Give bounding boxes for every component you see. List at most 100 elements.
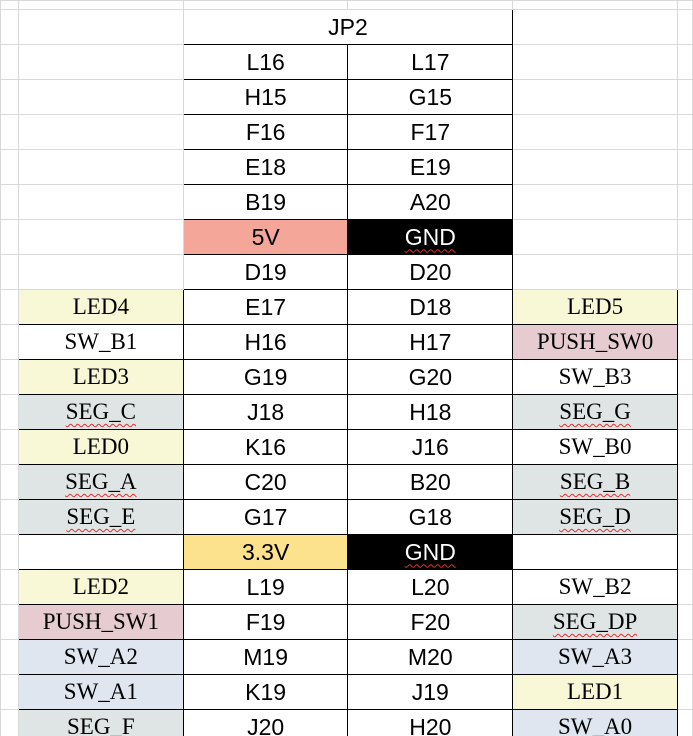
pin-cell-right[interactable]: A20 xyxy=(347,184,514,220)
empty-cell[interactable] xyxy=(0,9,19,45)
signal-label-right[interactable]: SEG_G xyxy=(512,394,678,430)
empty-cell[interactable] xyxy=(0,709,19,736)
signal-label-left[interactable]: SEG_E xyxy=(17,499,184,535)
empty-cell[interactable] xyxy=(17,9,184,45)
signal-label-right[interactable]: SW_B2 xyxy=(512,569,678,605)
pin-cell-right[interactable]: J16 xyxy=(347,429,514,465)
pin-cell-left[interactable]: K16 xyxy=(182,429,349,465)
empty-cell[interactable] xyxy=(677,114,693,150)
empty-cell[interactable] xyxy=(0,394,19,430)
empty-cell[interactable] xyxy=(512,79,678,115)
pin-cell-left[interactable]: J20 xyxy=(182,709,349,736)
signal-label-left[interactable]: SEG_F xyxy=(17,709,184,736)
signal-label-right[interactable]: SEG_B xyxy=(512,464,678,500)
empty-cell[interactable] xyxy=(512,184,678,220)
empty-cell[interactable] xyxy=(0,569,19,605)
pin-cell-left[interactable]: H15 xyxy=(182,79,349,115)
signal-label-right[interactable]: SEG_D xyxy=(512,499,678,535)
pin-cell-left[interactable]: J18 xyxy=(182,394,349,430)
pin-cell-right[interactable]: G20 xyxy=(347,359,514,395)
signal-label-left[interactable]: LED0 xyxy=(17,429,184,465)
empty-cell[interactable] xyxy=(0,604,19,640)
empty-cell[interactable] xyxy=(17,44,184,80)
pin-cell-right[interactable]: GND xyxy=(347,219,514,255)
pin-cell-left[interactable]: H16 xyxy=(182,324,349,360)
empty-cell[interactable] xyxy=(677,534,693,570)
empty-cell[interactable] xyxy=(17,0,184,10)
empty-cell[interactable] xyxy=(0,114,19,150)
pin-cell-left[interactable]: G19 xyxy=(182,359,349,395)
pin-cell-right[interactable]: G18 xyxy=(347,499,514,535)
signal-label-left[interactable]: SW_A2 xyxy=(17,639,184,675)
pin-cell-right[interactable]: J19 xyxy=(347,674,514,710)
empty-cell[interactable] xyxy=(0,359,19,395)
signal-label-left[interactable]: LED4 xyxy=(17,289,184,325)
empty-cell[interactable] xyxy=(512,149,678,185)
empty-cell[interactable] xyxy=(677,254,693,290)
empty-cell[interactable] xyxy=(17,254,184,290)
empty-cell[interactable] xyxy=(512,9,678,45)
pin-cell-right[interactable]: B20 xyxy=(347,464,514,500)
empty-cell[interactable] xyxy=(17,184,184,220)
empty-cell[interactable] xyxy=(677,324,693,360)
pin-cell-left[interactable]: 3.3V xyxy=(182,534,349,570)
empty-cell[interactable] xyxy=(0,0,19,10)
empty-cell[interactable] xyxy=(512,44,678,80)
pin-cell-right[interactable]: L20 xyxy=(347,569,514,605)
empty-cell[interactable] xyxy=(677,0,693,10)
pin-cell-right[interactable]: E19 xyxy=(347,149,514,185)
empty-cell[interactable] xyxy=(677,429,693,465)
pin-cell-right[interactable]: D20 xyxy=(347,254,514,290)
connector-title-cell[interactable]: JP2 xyxy=(182,9,514,45)
pin-cell-left[interactable]: F16 xyxy=(182,114,349,150)
pin-cell-right[interactable]: F17 xyxy=(347,114,514,150)
empty-cell[interactable] xyxy=(512,0,678,10)
empty-cell[interactable] xyxy=(677,639,693,675)
pin-cell-right[interactable]: H20 xyxy=(347,709,514,736)
pin-cell-left[interactable]: C20 xyxy=(182,464,349,500)
empty-cell[interactable] xyxy=(0,79,19,115)
empty-cell[interactable] xyxy=(677,569,693,605)
pin-cell-right[interactable]: GND xyxy=(347,534,514,570)
empty-cell[interactable] xyxy=(512,114,678,150)
empty-cell[interactable] xyxy=(677,184,693,220)
signal-label-left[interactable]: SW_B1 xyxy=(17,324,184,360)
pin-cell-left[interactable]: L16 xyxy=(182,44,349,80)
pin-cell-left[interactable]: K19 xyxy=(182,674,349,710)
empty-cell[interactable] xyxy=(0,184,19,220)
signal-label-right[interactable]: LED1 xyxy=(512,674,678,710)
empty-cell[interactable] xyxy=(0,219,19,255)
empty-cell[interactable] xyxy=(17,149,184,185)
empty-cell[interactable] xyxy=(0,254,19,290)
empty-cell[interactable] xyxy=(0,324,19,360)
signal-label-right[interactable]: SW_A0 xyxy=(512,709,678,736)
empty-cell[interactable] xyxy=(17,79,184,115)
empty-cell[interactable] xyxy=(677,219,693,255)
empty-cell[interactable] xyxy=(0,44,19,80)
empty-cell[interactable] xyxy=(677,44,693,80)
empty-cell[interactable] xyxy=(347,0,514,10)
signal-label-left[interactable]: SW_A1 xyxy=(17,674,184,710)
empty-signal-cell[interactable] xyxy=(512,534,678,570)
empty-cell[interactable] xyxy=(677,604,693,640)
signal-label-left[interactable]: SEG_A xyxy=(17,464,184,500)
signal-label-left[interactable]: PUSH_SW1 xyxy=(17,604,184,640)
signal-label-left[interactable]: LED2 xyxy=(17,569,184,605)
pin-cell-left[interactable]: G17 xyxy=(182,499,349,535)
pin-cell-right[interactable]: F20 xyxy=(347,604,514,640)
signal-label-right[interactable]: SW_B3 xyxy=(512,359,678,395)
empty-signal-cell[interactable] xyxy=(17,534,184,570)
empty-cell[interactable] xyxy=(677,9,693,45)
signal-label-right[interactable]: LED5 xyxy=(512,289,678,325)
signal-label-right[interactable]: SW_A3 xyxy=(512,639,678,675)
empty-cell[interactable] xyxy=(677,79,693,115)
empty-cell[interactable] xyxy=(17,114,184,150)
empty-cell[interactable] xyxy=(0,639,19,675)
pin-cell-right[interactable]: H18 xyxy=(347,394,514,430)
empty-cell[interactable] xyxy=(677,674,693,710)
pin-cell-right[interactable]: D18 xyxy=(347,289,514,325)
empty-cell[interactable] xyxy=(0,429,19,465)
pin-cell-left[interactable]: 5V xyxy=(182,219,349,255)
empty-cell[interactable] xyxy=(512,219,678,255)
pin-cell-right[interactable]: H17 xyxy=(347,324,514,360)
